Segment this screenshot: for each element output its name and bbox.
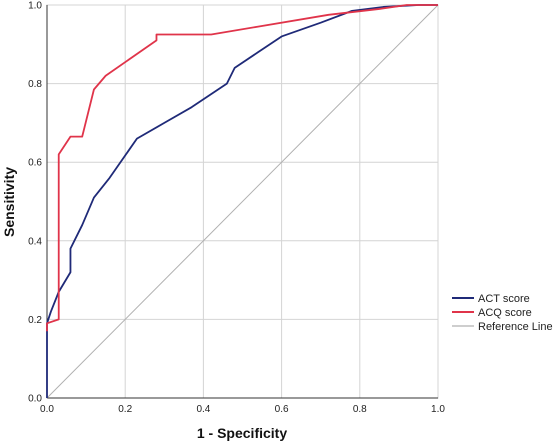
x-tick-labels: 0.0 0.2 0.4 0.6 0.8 1.0	[40, 404, 445, 415]
y-tick-label: 1.0	[28, 1, 42, 12]
series-line-acq-score	[46, 4, 438, 332]
x-tick-label: 0.4	[196, 404, 210, 415]
y-tick-label: 0.4	[28, 236, 42, 247]
x-tick-label: 0.6	[275, 404, 289, 415]
x-axis-title: 1 - Specificity	[197, 425, 287, 441]
series-line-act-score	[46, 4, 438, 398]
x-tick-label: 1.0	[431, 404, 445, 415]
y-tick-label: 0.0	[28, 394, 42, 405]
y-tick-label: 0.6	[28, 158, 42, 169]
legend-label-act-score: ACT score	[478, 293, 530, 305]
series	[46, 4, 439, 399]
legend-label-reference-line: Reference Line	[478, 321, 553, 333]
x-tick-label: 0.2	[118, 404, 132, 415]
x-tick-label: 0.8	[353, 404, 367, 415]
y-tick-labels: 0.0 0.2 0.4 0.6 0.8 1.0	[28, 1, 42, 405]
y-tick-label: 0.2	[28, 315, 42, 326]
legend: ACT score ACQ score Reference Line	[452, 293, 553, 333]
y-axis-title: Sensitivity	[1, 167, 17, 237]
x-tick-label: 0.0	[40, 404, 54, 415]
y-tick-label: 0.8	[28, 79, 42, 90]
series-line-reference-line	[46, 4, 439, 399]
legend-label-acq-score: ACQ score	[478, 307, 532, 319]
grid	[47, 4, 439, 398]
